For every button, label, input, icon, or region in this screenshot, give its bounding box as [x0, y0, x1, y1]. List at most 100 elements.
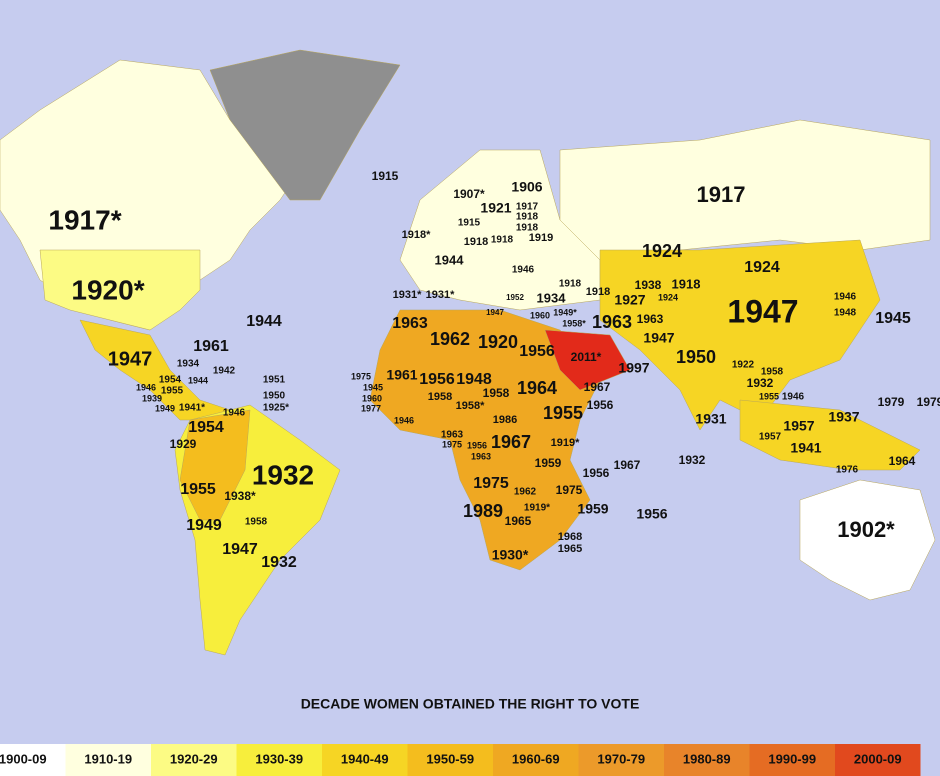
country-year: 1960 [362, 393, 382, 403]
country-year: 1975 [473, 475, 509, 492]
country-year: 1949* [553, 307, 577, 317]
legend-label: 1990-99 [768, 751, 816, 766]
country-year: 1958 [428, 391, 452, 403]
country-year: 1917 [516, 202, 539, 213]
country-year: 1949 [186, 517, 222, 534]
country-year: 1952 [506, 293, 524, 302]
country-year: 1946 [136, 382, 156, 392]
country-year: 1962 [514, 487, 537, 498]
country-year: 1959 [577, 501, 608, 517]
country-year: 1918 [516, 212, 539, 223]
country-year: 1924 [658, 292, 678, 302]
country-year: 1949 [155, 403, 175, 413]
legend-label: 1980-89 [683, 751, 731, 766]
country-year: 1946 [512, 265, 535, 276]
country-year: 1937 [828, 409, 859, 425]
country-year: 1950 [676, 347, 716, 367]
country-year: 1918* [402, 229, 431, 241]
country-year: 1918 [559, 279, 582, 290]
country-year: 1948 [456, 371, 492, 388]
legend-label: 1960-69 [512, 751, 560, 766]
country-year: 1955 [543, 403, 583, 423]
country-year: 1932 [679, 453, 706, 467]
legend-swatch [65, 744, 151, 776]
country-year: 1922 [732, 360, 755, 371]
country-year: 1947 [643, 330, 674, 346]
country-year: 1975 [556, 483, 583, 497]
country-year: 1964 [517, 378, 557, 398]
country-year: 1954 [188, 419, 224, 436]
country-year: 1977 [361, 403, 381, 413]
country-year: 1960 [530, 310, 550, 320]
country-year: 1920 [478, 332, 518, 352]
country-year: 1961 [193, 338, 229, 355]
legend-label: 1950-59 [426, 751, 474, 766]
country-year: 1961 [386, 367, 417, 383]
country-year: 1951 [263, 375, 286, 386]
country-year: 1959 [535, 456, 562, 470]
country-year: 1944 [435, 252, 465, 267]
legend: 1900-09 1910-19 1920-29 1930-39 1940-49 1950-… [0, 744, 921, 776]
country-year: 1997 [618, 360, 649, 376]
country-year: 2011* [571, 350, 602, 364]
country-year: 1947 [727, 293, 798, 329]
country-year: 1941 [790, 440, 821, 456]
country-year: 1958* [562, 318, 586, 328]
country-year: 1955 [180, 481, 216, 498]
country-year: 1934 [177, 359, 200, 370]
legend-label: 1930-39 [255, 751, 303, 766]
country-year: 1948 [834, 308, 857, 319]
country-year: 1975 [442, 439, 462, 449]
country-year: 1919* [524, 503, 550, 514]
country-year: 1932 [261, 554, 297, 571]
country-year: 1976 [836, 465, 859, 476]
country-year: 1946 [394, 415, 414, 425]
country-year: 1956 [587, 398, 614, 412]
country-year: 1929 [170, 437, 197, 451]
legend-swatch [578, 744, 664, 776]
country-year: 1963 [637, 312, 664, 326]
legend-swatch [493, 744, 579, 776]
country-year: 1919* [551, 437, 580, 449]
country-year: 1947 [108, 348, 153, 370]
country-year: 1975 [351, 371, 371, 381]
country-year: 1939 [142, 393, 162, 403]
country-year: 1950 [263, 391, 286, 402]
legend-swatch [236, 744, 322, 776]
country-year: 1918 [491, 235, 514, 246]
legend-swatch [407, 744, 493, 776]
country-year: 1963 [471, 451, 491, 461]
country-year: 1989 [463, 501, 503, 521]
legend-swatch [0, 744, 66, 776]
legend-swatch [835, 744, 921, 776]
country-year: 1979 [917, 395, 940, 409]
country-year: 1919 [529, 232, 553, 244]
country-year: 1938 [635, 278, 662, 292]
country-year: 1906 [511, 179, 542, 195]
country-year: 1918 [516, 223, 539, 234]
legend-swatch [151, 744, 237, 776]
country-year: 1955 [759, 391, 779, 401]
country-year: 1956 [419, 371, 455, 388]
country-year: 1963 [441, 430, 464, 441]
country-year: 1956 [636, 506, 667, 522]
country-year: 1918 [586, 286, 610, 298]
country-year: 1925* [263, 403, 289, 414]
country-year: 1947 [222, 541, 258, 558]
country-year: 1944 [188, 375, 208, 385]
legend-swatch [322, 744, 408, 776]
country-year: 1917 [697, 182, 746, 207]
country-year: 1979 [878, 395, 905, 409]
country-year: 1938* [224, 489, 256, 503]
country-year: 1931 [695, 411, 726, 427]
country-year: 1946 [834, 292, 857, 303]
country-year: 1917* [48, 204, 121, 235]
country-year: 1955 [161, 386, 184, 397]
country-year: 1924 [744, 259, 780, 276]
country-year: 1927 [614, 292, 645, 308]
country-year: 1967 [584, 380, 611, 394]
country-year: 1907* [453, 187, 485, 201]
country-year: 1958 [245, 517, 268, 528]
country-year: 1965 [558, 543, 582, 555]
